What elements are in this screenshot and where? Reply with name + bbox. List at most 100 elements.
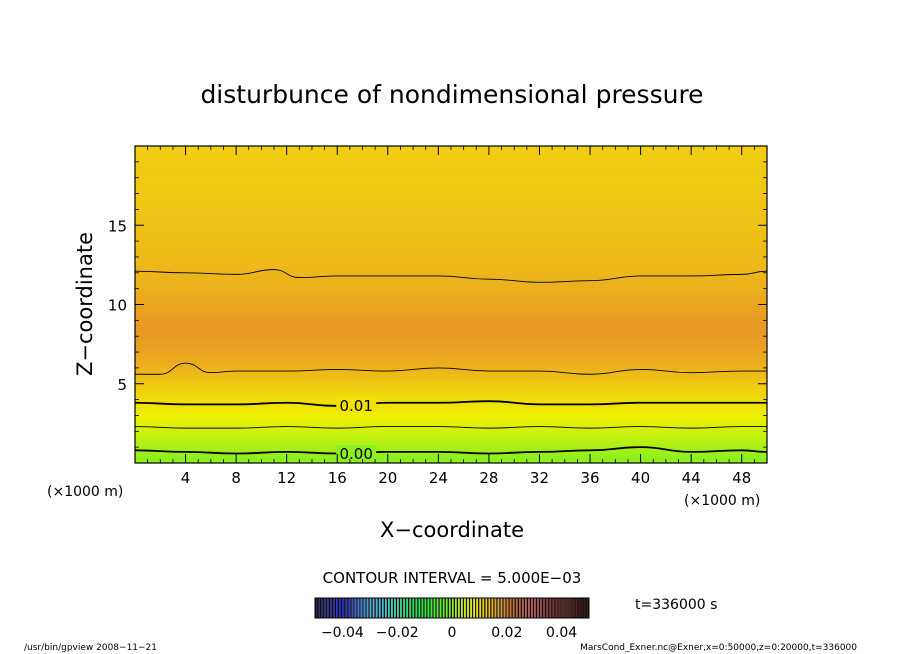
pressure-field	[135, 146, 767, 463]
colorbar-strip-gap	[560, 598, 562, 618]
colorbar-strip	[333, 598, 335, 618]
colorbar-strip	[394, 598, 396, 618]
y-tick-label: 15	[108, 217, 127, 235]
colorbar-strip	[433, 598, 436, 618]
colorbar-strip-gap	[334, 598, 337, 618]
colorbar-strip	[491, 598, 494, 618]
contour-line	[135, 426, 767, 429]
colorbar-strip	[564, 598, 567, 618]
colorbar-strip	[522, 598, 524, 618]
colorbar-strip-gap	[538, 598, 541, 618]
x-tick-label: 16	[328, 469, 347, 487]
colorbar-strip-gap	[444, 598, 446, 618]
contour-interval-text: CONTOUR INTERVAL = 5.000E−03	[323, 569, 582, 587]
colorbar-strip-gap	[429, 598, 431, 618]
colorbar-strip-gap	[474, 598, 477, 618]
colorbar-strip	[354, 598, 357, 618]
contour-line	[135, 362, 767, 375]
colorbar-strip-gap	[337, 598, 340, 618]
colorbar-strip	[430, 598, 433, 618]
x-tick-label: 44	[682, 469, 701, 487]
colorbar-strip-gap	[468, 598, 471, 618]
colorbar-strip-gap	[316, 598, 319, 618]
colorbar-strip	[503, 598, 506, 618]
colorbar-strip-gap	[341, 598, 343, 618]
colorbar-strip	[509, 598, 512, 618]
colorbar-strip-gap	[435, 598, 437, 618]
colorbar-strip	[537, 598, 539, 618]
colorbar-strip-gap	[481, 598, 483, 618]
colorbar-strip-gap	[462, 598, 465, 618]
colorbar-strip-gap	[319, 598, 322, 618]
colorbar-strip	[342, 598, 345, 618]
x-tick-label: 28	[479, 469, 498, 487]
colorbar-strip	[479, 598, 482, 618]
colorbar-strip-gap	[374, 598, 376, 618]
colorbar-strip	[375, 598, 378, 618]
x-tick-label: 40	[631, 469, 650, 487]
colorbar-strip	[436, 598, 439, 618]
colorbar-strip	[531, 598, 533, 618]
colorbar-strip-gap	[526, 598, 529, 618]
colorbar-strip	[421, 598, 424, 618]
colorbar-strip	[455, 598, 457, 618]
colorbar-strip-gap	[383, 598, 386, 618]
colorbar-strip	[391, 598, 393, 618]
colorbar-strip	[528, 598, 530, 618]
colorbar-tick-label: 0	[448, 625, 457, 641]
colorbar-strip-gap	[502, 598, 504, 618]
colorbar-strip-gap	[499, 598, 501, 618]
colorbar-strip	[400, 598, 402, 618]
x-tick-label: 4	[181, 469, 191, 487]
y-tick-label: 10	[108, 297, 127, 315]
colorbar-strip-gap	[508, 598, 510, 618]
colorbar-strip	[415, 598, 418, 618]
chart-title: disturbunce of nondimensional pressure	[200, 80, 703, 109]
colorbar-strip	[549, 598, 552, 618]
colorbar-strip-gap	[535, 598, 538, 618]
colorbar-strip	[409, 598, 412, 618]
colorbar-tick-label: −0.04	[321, 625, 364, 641]
colorbar-strip	[458, 598, 460, 618]
colorbar-strip	[534, 598, 536, 618]
colorbar-strip-gap	[551, 598, 553, 618]
colorbar-strip-gap	[523, 598, 526, 618]
colorbar-strip	[464, 598, 466, 618]
colorbar-strip-gap	[575, 598, 577, 618]
colorbar-strip-gap	[548, 598, 550, 618]
colorbar-strip	[467, 598, 469, 618]
colorbar-strip	[452, 598, 454, 618]
contour-label: 0.01	[339, 397, 372, 415]
colorbar-strip	[494, 598, 497, 618]
colorbar-tick-label: −0.02	[376, 625, 419, 641]
colorbar-strip-gap	[493, 598, 495, 618]
colorbar-strip	[318, 598, 320, 618]
contour-label-bg	[336, 444, 377, 460]
colorbar-strip-gap	[411, 598, 413, 618]
colorbar-strip-gap	[386, 598, 389, 618]
colorbar-strip	[485, 598, 488, 618]
colorbar-strip-gap	[514, 598, 516, 618]
colorbar-strip	[546, 598, 549, 618]
colorbar-strip	[388, 598, 390, 618]
colorbar-strip	[442, 598, 445, 618]
colorbar-strip	[500, 598, 503, 618]
colorbar-strip	[412, 598, 415, 618]
colorbar-strip	[573, 598, 576, 618]
colorbar-strip-gap	[471, 598, 474, 618]
colorbar-strip-gap	[572, 598, 574, 618]
x-unit-label-right: (×1000 m)	[684, 493, 760, 509]
colorbar-strip	[351, 598, 354, 618]
contour-label-bg	[336, 396, 377, 412]
colorbar-strip	[369, 598, 372, 618]
colorbar-strip-gap	[365, 598, 367, 618]
y-tick-label: 5	[117, 376, 127, 394]
colorbar-strip-gap	[420, 598, 422, 618]
contour-line	[135, 400, 767, 407]
colorbar-strip	[406, 598, 409, 618]
colorbar-strip	[339, 598, 342, 618]
colorbar-strip-gap	[322, 598, 325, 618]
colorbar-frame	[314, 597, 590, 619]
colorbar-strip	[357, 598, 360, 618]
colorbar-tick-label: 0.02	[491, 625, 522, 641]
